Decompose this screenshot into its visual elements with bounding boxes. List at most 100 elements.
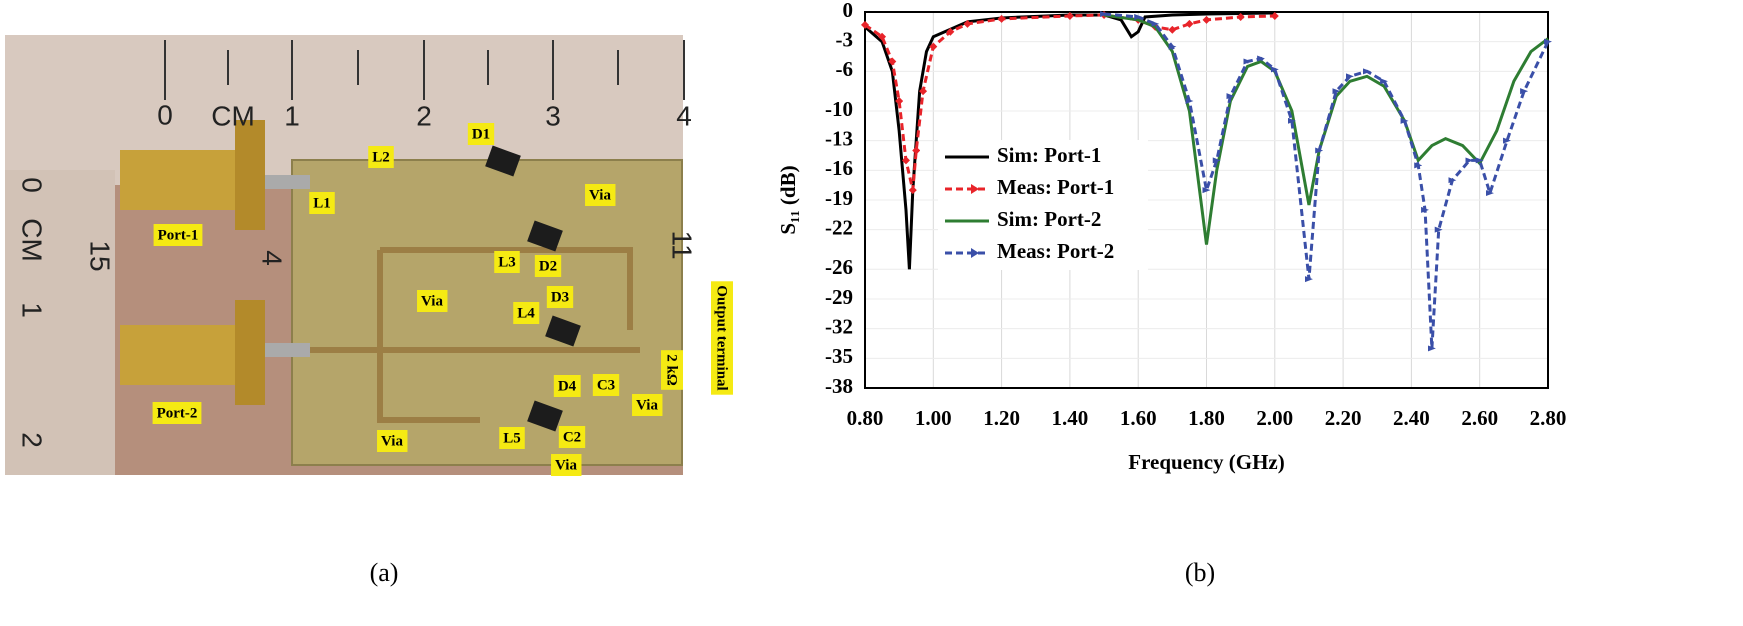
component-label: D2 — [534, 255, 562, 277]
y-tick-label: -19 — [825, 186, 853, 210]
y-tick-label: 0 — [843, 0, 854, 22]
legend-label: Meas: Port-2 — [997, 239, 1114, 263]
label-box — [417, 290, 448, 312]
y-tick-label: -6 — [836, 57, 854, 81]
component-label: D1 — [467, 123, 495, 145]
x-tick-label: 2.40 — [1393, 406, 1430, 430]
y-tick-label: -29 — [825, 285, 853, 309]
y-tick-label: -38 — [825, 374, 853, 398]
ruler-label: 11 — [667, 230, 698, 259]
label-box — [711, 281, 733, 395]
label-box — [368, 146, 394, 168]
component-label-text: Port-2 — [157, 405, 198, 421]
component-label-text: D2 — [539, 258, 557, 274]
ruler-label: 0 — [17, 177, 48, 193]
label-box — [592, 374, 620, 396]
ruler-label: 2 — [17, 432, 48, 448]
ruler-label: 15 — [85, 240, 116, 271]
component-label-text: C3 — [597, 377, 615, 393]
x-tick-label: 0.80 — [847, 406, 884, 430]
component-label: Via — [377, 430, 408, 452]
legend-marker — [971, 248, 979, 258]
label-box — [499, 427, 525, 449]
component-label: Output terminal — [711, 281, 733, 395]
component-label-text: L5 — [503, 430, 521, 446]
component-label-text: Output terminal — [714, 285, 730, 390]
label-box — [632, 394, 663, 416]
component-label-text: L4 — [517, 305, 535, 321]
series-line — [1100, 10, 1552, 352]
y-tick-label: -13 — [825, 126, 853, 150]
label-box — [585, 184, 616, 206]
y-tick-label: -32 — [825, 314, 853, 338]
label-box — [309, 192, 335, 214]
component-label: C2 — [558, 426, 586, 448]
x-axis-label: Frequency (GHz) — [1128, 450, 1285, 474]
caption: (a) — [370, 558, 399, 587]
component-label: L3 — [494, 251, 520, 273]
legend-label: Sim: Port-2 — [997, 207, 1101, 231]
component-label: L5 — [499, 427, 525, 449]
component-label-text: D4 — [558, 378, 577, 394]
component-label: Via — [632, 394, 663, 416]
ruler-label: 1 — [284, 100, 300, 131]
x-tick-label: 2.00 — [1256, 406, 1293, 430]
label-box — [513, 302, 540, 324]
y-tick-label: -35 — [825, 344, 853, 368]
label-box — [661, 350, 683, 390]
legend-marker — [971, 184, 979, 194]
component-label: Via — [585, 184, 616, 206]
component-label: Via — [417, 290, 448, 312]
x-tick-label: 1.00 — [915, 406, 952, 430]
component-label: L2 — [368, 146, 394, 168]
caption: (b) — [1185, 558, 1215, 587]
y-axis-label: S₁₁ (dB) — [776, 165, 800, 234]
x-tick-label: 1.80 — [1188, 406, 1225, 430]
legend-label: Meas: Port-1 — [997, 175, 1114, 199]
ruler-label: 0 — [157, 99, 173, 130]
y-tick-label: -10 — [825, 97, 853, 121]
label-box — [551, 454, 582, 476]
legend-label: Sim: Port-1 — [997, 143, 1101, 167]
component-label: L1 — [309, 192, 335, 214]
component-label: D4 — [553, 375, 581, 397]
label-box — [467, 123, 495, 145]
x-tick-label: 1.60 — [1120, 406, 1157, 430]
ruler-label: 4 — [676, 100, 692, 131]
component-label: D3 — [546, 286, 574, 308]
component-label-text: D3 — [551, 289, 569, 305]
y-tick-label: -16 — [825, 156, 853, 180]
label-box — [534, 255, 562, 277]
component-label: Port-1 — [153, 224, 203, 246]
component-label-text: L3 — [498, 254, 516, 270]
ruler-label: 1 — [17, 302, 48, 318]
label-box — [553, 375, 581, 397]
ruler-label: CM — [17, 218, 48, 262]
x-tick-label: 2.80 — [1530, 406, 1567, 430]
label-box — [546, 286, 574, 308]
x-tick-label: 1.40 — [1052, 406, 1089, 430]
component-label-text: Port-1 — [158, 227, 199, 243]
label-box — [558, 426, 586, 448]
y-tick-label: -22 — [825, 215, 853, 239]
component-label-text: 2 kΩ — [664, 354, 680, 386]
component-label-text: Via — [589, 187, 611, 203]
component-label: 2 kΩ — [661, 350, 683, 390]
component-label-text: L1 — [313, 195, 331, 211]
component-label: C3 — [592, 374, 620, 396]
x-tick-label: 2.20 — [1325, 406, 1362, 430]
component-label-text: Via — [555, 457, 577, 473]
component-label: Port-2 — [152, 402, 202, 424]
component-label: L4 — [513, 302, 540, 324]
ruler-label: 3 — [545, 100, 561, 131]
ruler-label: CM — [211, 100, 255, 131]
photo — [5, 35, 685, 475]
component-label-text: C2 — [563, 429, 581, 445]
y-tick-label: -26 — [825, 255, 853, 279]
label-box — [153, 224, 203, 246]
label-box — [152, 402, 202, 424]
label-box — [494, 251, 520, 273]
component-label-text: Via — [381, 433, 403, 449]
ruler-label: 4 — [257, 250, 288, 266]
